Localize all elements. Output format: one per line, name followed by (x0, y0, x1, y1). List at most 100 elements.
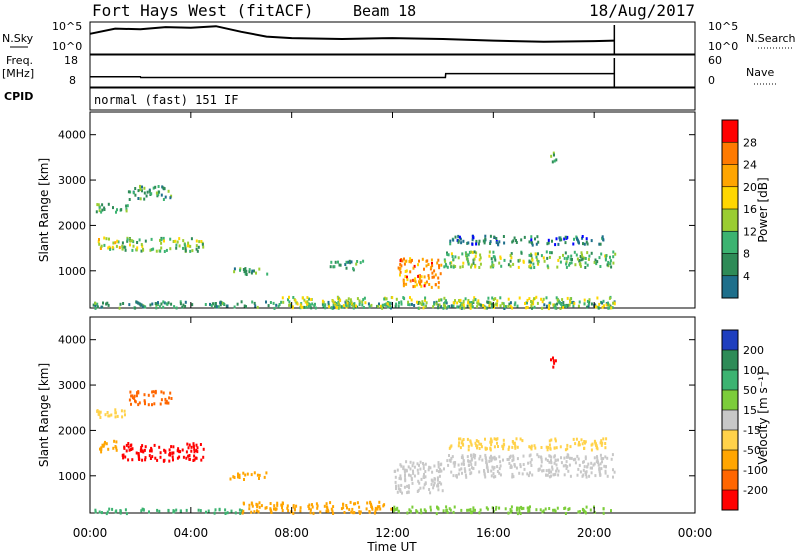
power-cell (139, 188, 142, 192)
velocity-cell (420, 477, 423, 481)
velocity-cell (100, 446, 103, 450)
velocity-cell (181, 448, 184, 452)
velocity-cell (168, 396, 171, 400)
velocity-cell (548, 468, 551, 472)
velocity-cell (376, 507, 379, 511)
power-cell (467, 299, 470, 302)
power-cell (457, 256, 460, 260)
velocity-cell (378, 500, 381, 504)
power-cell (478, 258, 481, 262)
power-cell (97, 203, 100, 207)
power-cell (288, 300, 291, 304)
power-cell (217, 305, 220, 309)
power-cell (571, 258, 573, 261)
power-cell (352, 306, 355, 310)
power-cell (388, 302, 391, 306)
power-cell (563, 256, 566, 260)
velocity-cell (509, 465, 512, 469)
power-cell (165, 248, 168, 252)
velocity-cell (352, 511, 355, 515)
power-cell (509, 301, 512, 305)
power-cell (490, 305, 493, 309)
velocity-cell (136, 391, 138, 395)
velocity-cell (125, 449, 128, 453)
power-cell (361, 303, 364, 307)
power-cell (607, 301, 609, 305)
power-cell (391, 296, 394, 300)
velocity-cell (483, 473, 486, 477)
power-cell (503, 258, 506, 262)
velocity-cell (248, 503, 251, 507)
velocity-cell (133, 396, 136, 400)
power-cell (243, 270, 246, 274)
power-cell (533, 305, 536, 309)
velocity-cell (550, 459, 552, 463)
velocity-cell (390, 507, 393, 511)
power-cell (530, 260, 533, 264)
power-cell (598, 302, 601, 306)
velocity-cell (141, 449, 144, 453)
power-cell (345, 303, 348, 307)
velocity-cell (479, 508, 482, 512)
power-cell (434, 283, 437, 287)
power-colorbar-swatch (722, 209, 738, 232)
velocity-cell (151, 455, 154, 459)
power-cell (305, 305, 308, 309)
velocity-cell (461, 439, 464, 443)
power-cell (452, 258, 455, 262)
power-cell (488, 250, 491, 254)
velocity-cell (564, 512, 567, 515)
power-cell (555, 158, 558, 162)
power-cell (292, 296, 295, 299)
power-cell (296, 302, 299, 306)
velocity-cell (404, 479, 407, 483)
velocity-cell (107, 447, 110, 451)
velocity-cell (256, 509, 258, 513)
power-cell (433, 302, 436, 306)
velocity-cell (542, 469, 545, 473)
power-cell (337, 260, 339, 264)
power-cell (115, 210, 117, 214)
power-cell (277, 304, 280, 308)
velocity-cell (460, 467, 463, 471)
power-cell (152, 247, 155, 251)
velocity-cell (518, 509, 521, 513)
velocity-cell (251, 502, 254, 506)
power-cell (583, 242, 586, 246)
power-cell (304, 300, 307, 304)
power-cell (294, 299, 297, 303)
velocity-cell (182, 455, 185, 459)
velocity-cell (566, 443, 569, 447)
power-cell (470, 263, 473, 267)
power-cell (423, 284, 426, 288)
power-cell (187, 241, 190, 245)
power-cell (430, 258, 433, 262)
power-cell (543, 259, 546, 263)
velocity-cell (176, 456, 179, 460)
velocity-cell (529, 460, 532, 464)
power-colorbar-swatch (722, 186, 738, 210)
power-cell (528, 253, 531, 257)
velocity-cell (185, 450, 188, 454)
cpid-value: normal (fast) 151 IF (94, 93, 239, 107)
power-cell (533, 266, 536, 269)
velocity-cell (474, 462, 477, 466)
velocity-cell (540, 456, 543, 460)
power-cell (581, 257, 584, 261)
power-cell (98, 242, 101, 246)
velocity-cell (99, 410, 102, 414)
power-cell (412, 278, 415, 282)
power-cell (467, 253, 470, 257)
velocity-cell (547, 446, 549, 449)
velocity-cell (195, 456, 198, 460)
power-cell (427, 274, 430, 278)
velocity-cell (263, 475, 266, 479)
velocity-cell (516, 445, 519, 449)
power-cell (152, 186, 155, 190)
velocity-cell (411, 481, 414, 485)
power-cell (179, 300, 182, 304)
velocity-cell (498, 471, 501, 475)
velocity-cell (437, 484, 440, 488)
power-cell (556, 265, 559, 269)
power-cell (336, 306, 339, 309)
